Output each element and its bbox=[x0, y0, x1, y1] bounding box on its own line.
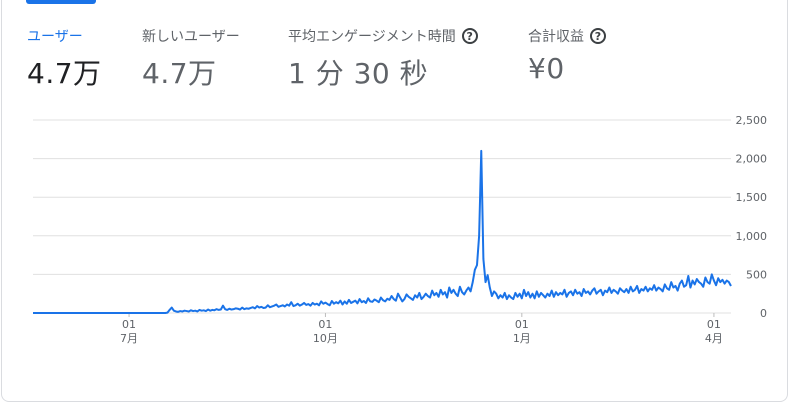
metric-users-value: 4.7万 bbox=[27, 57, 102, 90]
metric-users[interactable]: ユーザー 4.7万 bbox=[27, 26, 102, 92]
metric-new-users-value: 4.7万 bbox=[142, 57, 217, 90]
metric-new-users-label-text: 新しいユーザー bbox=[142, 29, 240, 45]
metric-avg-engagement-label: 平均エンゲージメント時間 ? bbox=[288, 26, 478, 46]
y-tick-label: 1,000 bbox=[736, 230, 768, 243]
metric-avg-engagement-label-text: 平均エンゲージメント時間 bbox=[288, 29, 456, 45]
active-tab-indicator bbox=[26, 0, 96, 4]
metric-users-label-text: ユーザー bbox=[27, 29, 83, 45]
metric-avg-engagement-value: 1 分 30 秒 bbox=[288, 57, 429, 90]
y-tick-label: 2,000 bbox=[736, 153, 768, 166]
metric-total-revenue[interactable]: 合計収益 ? ¥0 bbox=[528, 26, 606, 85]
x-tick-day-label: 01 bbox=[122, 318, 136, 331]
x-tick-day-label: 01 bbox=[318, 318, 332, 331]
metric-total-revenue-label: 合計収益 ? bbox=[528, 26, 606, 46]
y-tick-label: 2,500 bbox=[736, 114, 768, 127]
x-tick-month-label: 1月 bbox=[513, 332, 531, 345]
x-tick-month-label: 4月 bbox=[705, 332, 723, 345]
x-tick-day-label: 01 bbox=[707, 318, 721, 331]
help-icon[interactable]: ? bbox=[461, 28, 478, 44]
x-tick-month-label: 10月 bbox=[313, 332, 338, 345]
metric-total-revenue-label-text: 合計収益 bbox=[528, 29, 584, 45]
chart-series-line bbox=[33, 149, 732, 314]
x-tick-month-label: 7月 bbox=[120, 332, 138, 345]
x-tick-day-label: 01 bbox=[515, 318, 529, 331]
metric-new-users[interactable]: 新しいユーザー 4.7万 bbox=[142, 26, 240, 92]
y-tick-label: 0 bbox=[760, 307, 767, 320]
metric-users-label: ユーザー bbox=[27, 26, 102, 46]
metric-avg-engagement[interactable]: 平均エンゲージメント時間 ? 1 分 30 秒 bbox=[288, 26, 478, 92]
metric-new-users-label: 新しいユーザー bbox=[142, 26, 240, 46]
y-tick-label: 1,500 bbox=[736, 191, 768, 204]
metric-total-revenue-value: ¥0 bbox=[528, 52, 565, 85]
help-icon[interactable]: ? bbox=[590, 28, 606, 44]
y-tick-label: 500 bbox=[746, 268, 767, 281]
